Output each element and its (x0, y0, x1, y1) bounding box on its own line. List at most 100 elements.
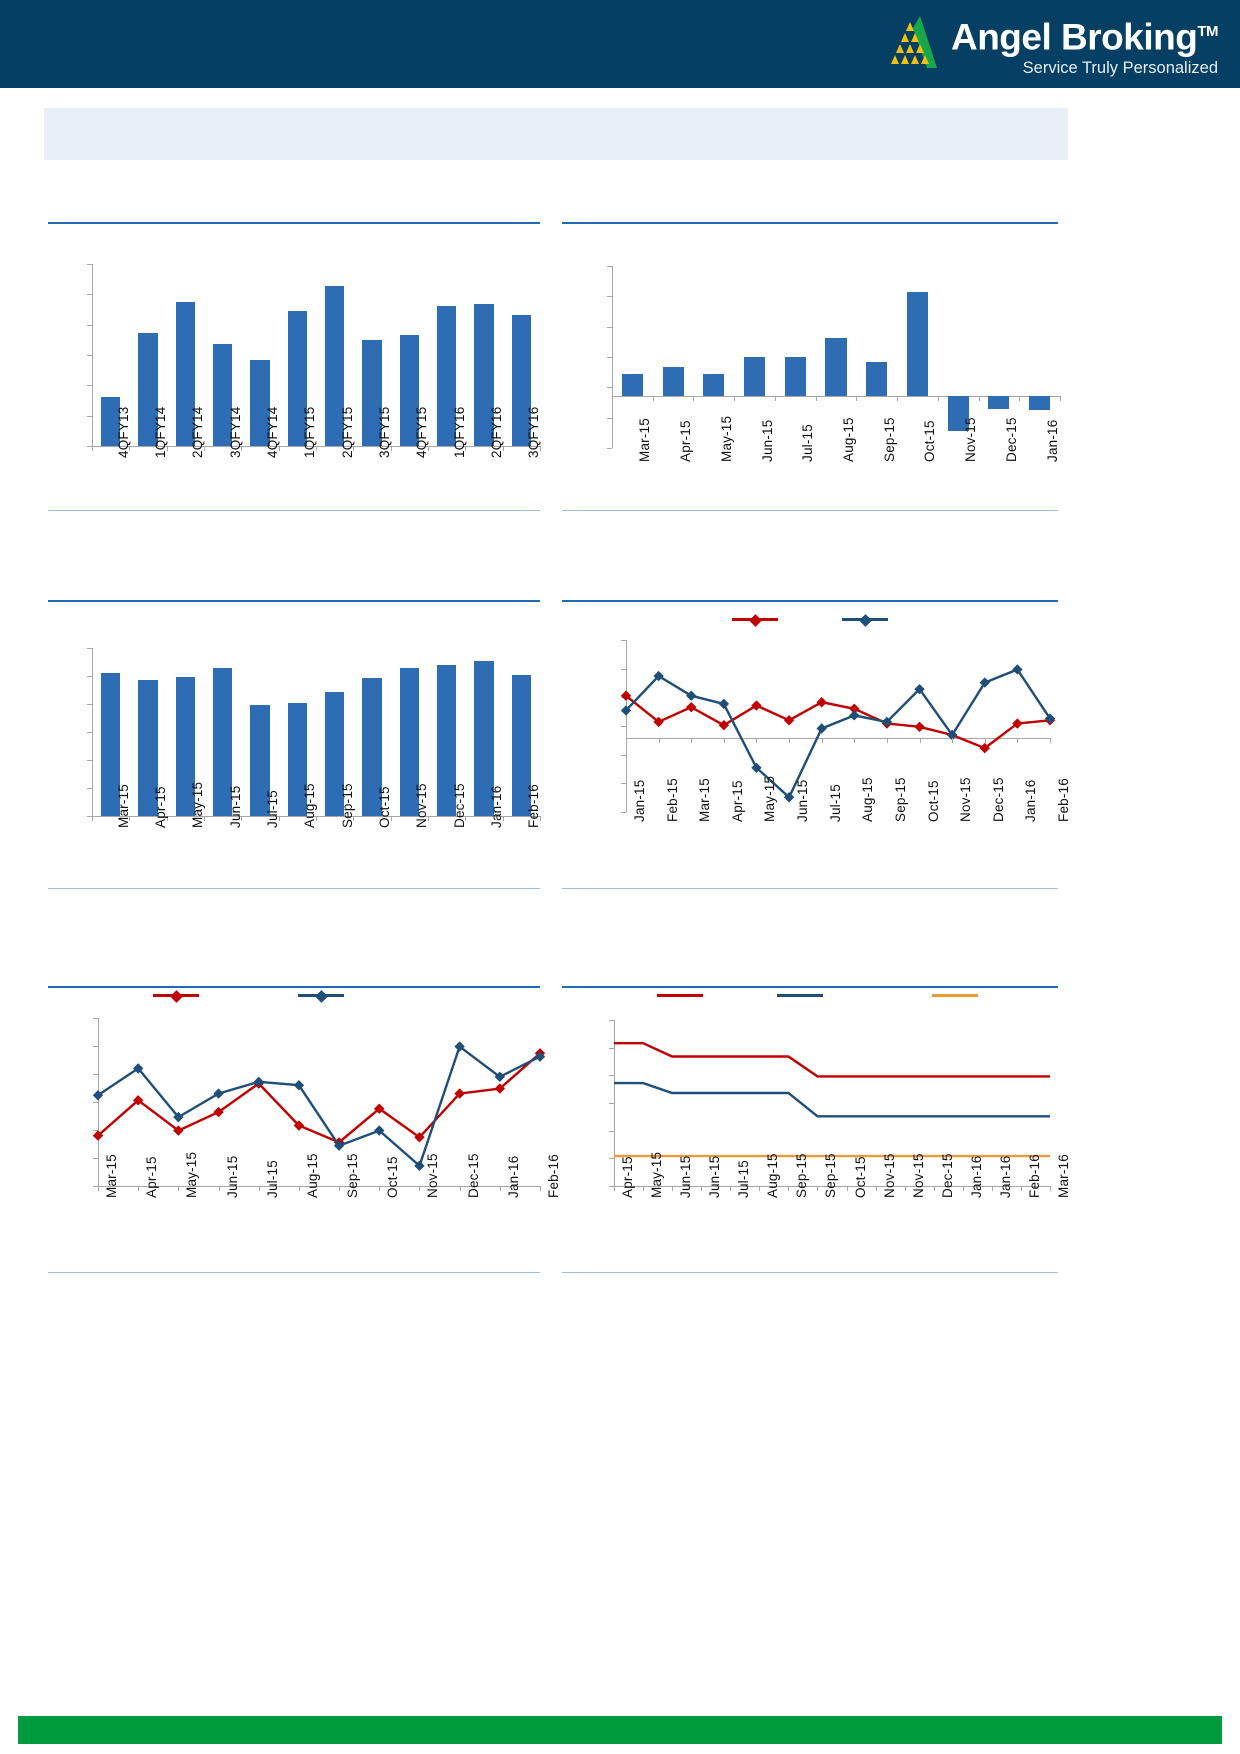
x-axis-tick (98, 1186, 99, 1191)
x-axis-label: Jun-15 (678, 1155, 694, 1198)
x-axis (98, 1186, 540, 1187)
y-axis-tick (87, 324, 92, 326)
x-axis-label: Oct-15 (852, 1156, 868, 1198)
y-axis-tick (87, 760, 92, 761)
x-axis-label: Feb-15 (664, 778, 680, 822)
bar (906, 292, 929, 396)
x-axis-tick (1020, 1186, 1022, 1191)
chart-panel-two-series-lines-2: Mar-15 Apr-15 May-15 Jun-15 Jul-15 Aug-15 Sep-… (48, 986, 561, 1274)
plot-area-1 (87, 264, 541, 451)
bar (988, 396, 1010, 409)
x-axis-label: 1QFY15 (302, 406, 318, 458)
x-axis-label: Jan-16 (1044, 419, 1060, 462)
panel-bottom-rule (562, 888, 1058, 889)
bar (138, 333, 158, 446)
bar (175, 676, 196, 816)
brand-logo: Angel BrokingTM Service Truly Personaliz… (879, 12, 1218, 78)
angel-broking-triangle-logo (879, 14, 943, 72)
x-axis-tick (817, 1186, 819, 1191)
x-axis-tick (428, 816, 429, 821)
x-axis-label: 3QFY15 (377, 406, 392, 458)
x-axis-label: May-15 (184, 1151, 200, 1198)
x-axis-label: Jul-15 (265, 790, 280, 828)
x-axis-tick (854, 738, 856, 744)
y-axis-tick (609, 1047, 614, 1049)
x-axis-label: May-15 (190, 781, 206, 828)
y-axis (626, 640, 627, 812)
bar (250, 360, 270, 446)
panel-top-rule (562, 222, 1058, 224)
x-axis-tick (241, 816, 243, 821)
series-marker (1012, 718, 1023, 729)
x-axis-tick (339, 1186, 341, 1191)
x-axis-label: Nov-15 (414, 783, 430, 828)
x-axis-tick (166, 816, 168, 821)
chart-panel-quarterly-bars: 4QFY13 1QFY14 2QFY14 3QFY14 4QFY14 1QFY15 2QFY… (48, 222, 541, 512)
x-axis-label: May-15 (762, 775, 778, 822)
series-marker (534, 1051, 546, 1062)
info-band (44, 108, 1068, 160)
x-axis-label: Aug-15 (765, 1153, 781, 1198)
y-axis-tick (93, 1102, 98, 1103)
x-axis-label: Mar-15 (637, 418, 653, 462)
x-axis-tick (390, 446, 392, 451)
x-axis-label: Aug-15 (302, 783, 318, 828)
x-axis-tick (166, 446, 168, 451)
bar (511, 314, 532, 446)
legend-item (657, 994, 709, 997)
panel-bottom-rule (48, 510, 540, 511)
x-axis-tick (919, 738, 921, 744)
x-axis-label: Apr-15 (153, 786, 168, 828)
x-axis-label: 3QFY14 (227, 406, 243, 458)
x-axis-label: Mar-15 (104, 1154, 119, 1198)
x-axis-tick (652, 396, 654, 401)
panel-top-rule (562, 986, 1058, 988)
x-axis-label: Jul-15 (827, 784, 843, 822)
legend-line-swatch (657, 994, 703, 997)
y-axis (612, 266, 613, 448)
bar (436, 664, 457, 816)
x-axis-tick (1017, 738, 1019, 744)
chart-panel-monthly-posneg-bars: Mar-15 Apr-15 May-15 Jun-15 Jul-15 Aug-15 Sep-… (562, 222, 1061, 512)
x-axis-tick (614, 1186, 615, 1191)
brand-tagline: Service Truly Personalized (1022, 59, 1218, 78)
brand-name: Angel BrokingTM (951, 12, 1219, 57)
series-marker (686, 690, 697, 701)
series-marker (92, 1130, 104, 1141)
x-axis-label: 2QFY16 (489, 406, 504, 458)
x-axis-label: Jan-16 (997, 1155, 1013, 1198)
x-axis-tick (962, 1186, 964, 1191)
x-axis-tick (978, 396, 980, 401)
plot-area-6 (609, 1020, 1051, 1191)
bar (474, 661, 494, 816)
y-axis-tick (607, 357, 612, 358)
x-axis-label: Dec-15 (990, 777, 1006, 822)
x-axis-tick (734, 396, 736, 401)
x-axis-tick (821, 738, 823, 744)
plot-area-5 (92, 1018, 546, 1191)
y-axis-tick (93, 1046, 98, 1047)
y-axis-tick (609, 1075, 614, 1077)
x-axis-tick (788, 1186, 790, 1191)
series-marker (914, 683, 925, 695)
series-marker (946, 729, 958, 741)
y-axis-tick (87, 732, 92, 733)
x-axis-label: Jan-16 (968, 1155, 984, 1198)
x-axis-tick (626, 738, 627, 744)
page-header: Angel BrokingTM Service Truly Personaliz… (0, 0, 1240, 88)
x-axis-label: Jun-15 (795, 779, 811, 822)
y-axis-tick (621, 754, 626, 756)
y-axis-tick (87, 264, 92, 265)
x-axis-label: Aug-15 (841, 417, 856, 462)
x-axis-label: Feb-16 (526, 784, 542, 828)
legend-marker-icon (169, 990, 183, 1003)
legend-marker-icon (858, 614, 872, 627)
x-axis-tick (92, 446, 93, 451)
x-axis-label: Sep-15 (345, 1153, 361, 1198)
x-axis-tick (316, 816, 317, 821)
x-axis-tick (129, 816, 131, 821)
y-axis-tick (93, 1186, 98, 1187)
series-marker (686, 701, 697, 713)
x-axis-label: 4QFY14 (265, 406, 280, 458)
x-axis-label: Apr-15 (144, 1156, 160, 1198)
